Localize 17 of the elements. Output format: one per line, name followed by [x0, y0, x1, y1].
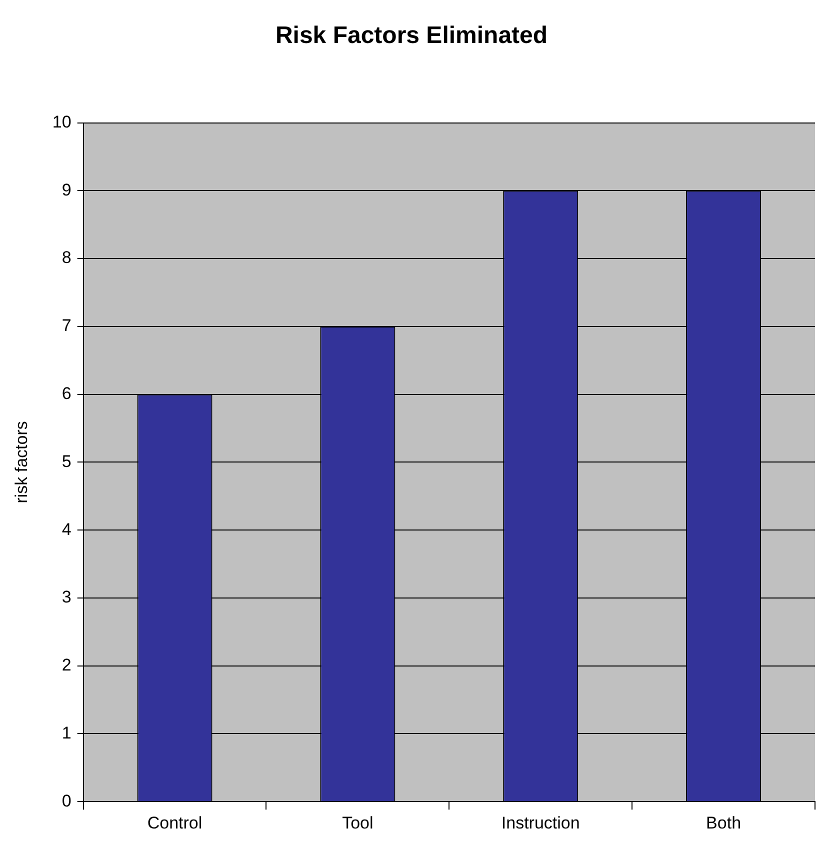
- y-tick-label: 6: [62, 384, 72, 404]
- y-tick-label: 8: [62, 248, 72, 268]
- y-tick-label: 2: [62, 656, 72, 675]
- y-tick-label: 7: [62, 316, 72, 336]
- y-tick-label: 4: [62, 520, 72, 539]
- y-tick-label: 1: [62, 723, 72, 742]
- x-tick-label: Control: [147, 813, 202, 832]
- y-axis-title: risk factors: [12, 421, 31, 504]
- y-tick-label: 3: [62, 588, 72, 607]
- chart-title: Risk Factors Eliminated: [275, 22, 548, 50]
- x-tick-label: Tool: [342, 813, 374, 832]
- y-tick-label: 9: [62, 180, 72, 200]
- y-tick-label: 0: [62, 791, 72, 810]
- x-tick-label: Instruction: [501, 813, 580, 832]
- x-tick-label: Both: [706, 813, 742, 832]
- y-tick-label: 5: [62, 452, 72, 471]
- y-tick-label: 10: [52, 112, 72, 132]
